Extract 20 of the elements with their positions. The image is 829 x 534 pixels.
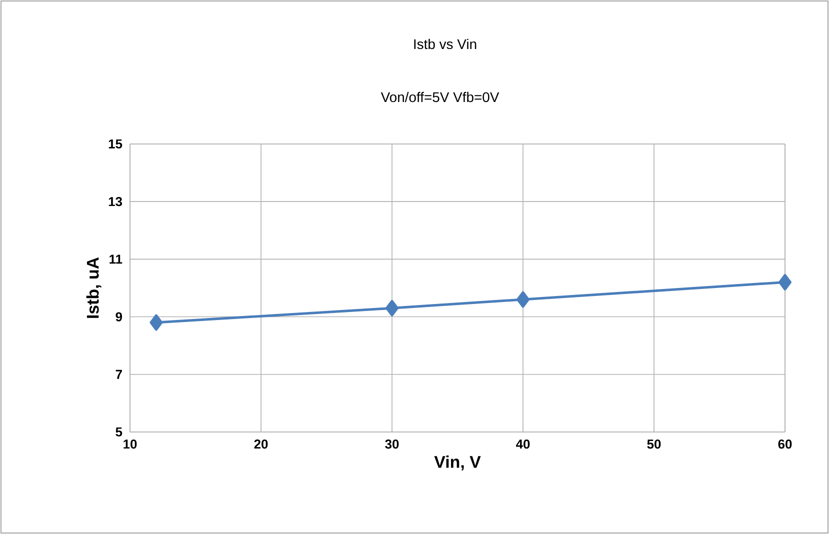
x-axis-title: Vin, V — [434, 456, 481, 470]
chart-title: Istb vs Vin — [414, 38, 476, 50]
x-tick-label: 40 — [516, 440, 530, 449]
point — [516, 291, 530, 308]
y-tick-label: 11 — [110, 254, 122, 264]
x-tick-label: 30 — [385, 440, 399, 449]
y-tick-label: 13 — [108, 196, 122, 206]
point — [150, 314, 163, 331]
y-tick-label: 7 — [116, 370, 122, 379]
point — [386, 300, 399, 316]
x-tick-label: 60 — [778, 440, 792, 449]
chart-subtitle: Von/off=5V Vfb=0V — [380, 92, 500, 102]
y-tick-label: 9 — [116, 312, 122, 322]
y-tick-label: 15 — [108, 139, 122, 148]
x-tick-label: 10 — [124, 440, 137, 449]
point — [778, 274, 792, 290]
x-tick-label: 20 — [254, 440, 268, 449]
x-tick-label: 50 — [647, 440, 661, 449]
y-tick-label: 5 — [116, 427, 122, 436]
y-axis-title: Istb, uA — [86, 257, 102, 318]
